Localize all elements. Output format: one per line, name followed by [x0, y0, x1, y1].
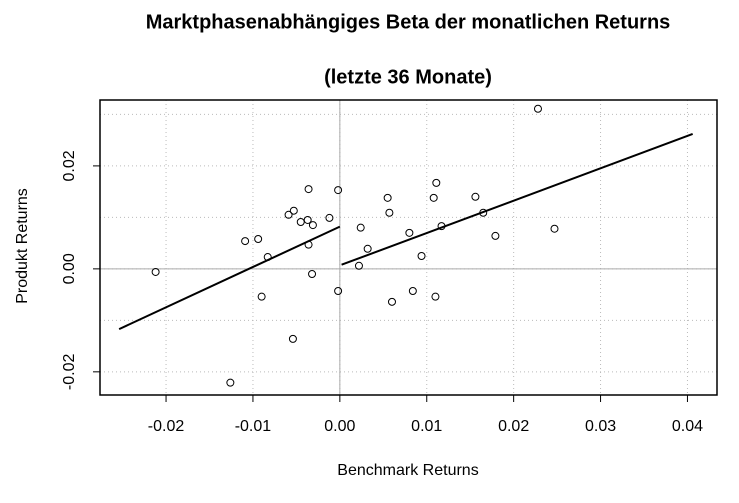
point	[284, 210, 293, 219]
chart-subtitle: (letzte 36 Monate)	[324, 66, 492, 88]
point	[431, 292, 440, 301]
point	[334, 287, 343, 296]
point	[226, 378, 235, 387]
regression-line	[118, 225, 341, 331]
regression-line	[341, 133, 694, 266]
x-tick-label: 0.01	[411, 418, 442, 435]
point	[405, 228, 414, 237]
x-tick-label: 0.00	[324, 418, 355, 435]
point	[432, 178, 441, 187]
x-tick-label: 0.04	[672, 418, 703, 435]
point	[383, 193, 392, 202]
point	[308, 270, 317, 279]
x-axis-label: Benchmark Returns	[337, 462, 478, 479]
point	[385, 208, 394, 217]
point	[408, 287, 417, 296]
point	[289, 206, 298, 215]
plot-frame	[99, 99, 718, 396]
point	[471, 192, 480, 201]
point	[257, 292, 266, 301]
point	[387, 297, 396, 306]
point	[550, 224, 559, 233]
x-tick-label: 0.03	[585, 418, 616, 435]
point	[254, 235, 263, 244]
point	[304, 185, 313, 194]
point	[363, 244, 372, 253]
point	[288, 334, 297, 343]
point	[533, 104, 542, 113]
x-tick-label: 0.02	[498, 418, 529, 435]
chart-title: Marktphasenabhängiges Beta der monatlich…	[146, 11, 671, 33]
point	[491, 231, 500, 240]
point	[417, 251, 426, 260]
x-tick-label: -0.02	[148, 418, 185, 435]
point	[296, 218, 305, 227]
y-tick-label: 0.02	[61, 150, 78, 181]
y-tick-label: -0.02	[61, 353, 78, 390]
point	[241, 237, 250, 246]
point	[308, 221, 317, 230]
point	[151, 267, 160, 276]
point	[356, 223, 365, 232]
y-axis-label: Produkt Returns	[14, 188, 31, 304]
x-tick-label: -0.01	[235, 418, 272, 435]
point	[429, 193, 438, 202]
point	[303, 215, 312, 224]
y-tick-label: 0.00	[61, 253, 78, 284]
point	[334, 186, 343, 195]
point	[325, 213, 334, 222]
point	[354, 261, 363, 270]
